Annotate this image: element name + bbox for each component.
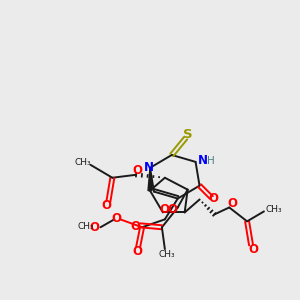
Text: CH₃: CH₃ — [266, 205, 282, 214]
Text: S: S — [183, 128, 193, 141]
Text: O: O — [227, 197, 237, 210]
Text: N: N — [197, 154, 208, 167]
Text: O: O — [130, 220, 140, 233]
Text: O: O — [111, 212, 121, 225]
Text: CH₃: CH₃ — [74, 158, 91, 167]
Text: N: N — [144, 161, 154, 174]
Text: CH₃: CH₃ — [77, 222, 94, 231]
Text: O: O — [89, 221, 100, 234]
Text: O: O — [248, 243, 258, 256]
Text: O: O — [132, 244, 142, 258]
Text: H: H — [207, 156, 214, 166]
Polygon shape — [148, 168, 152, 190]
Text: O: O — [101, 199, 111, 212]
Text: O: O — [132, 164, 142, 177]
Text: O: O — [160, 203, 170, 216]
Text: CH₃: CH₃ — [158, 250, 175, 259]
Text: O: O — [208, 192, 218, 205]
Text: O: O — [168, 203, 178, 216]
